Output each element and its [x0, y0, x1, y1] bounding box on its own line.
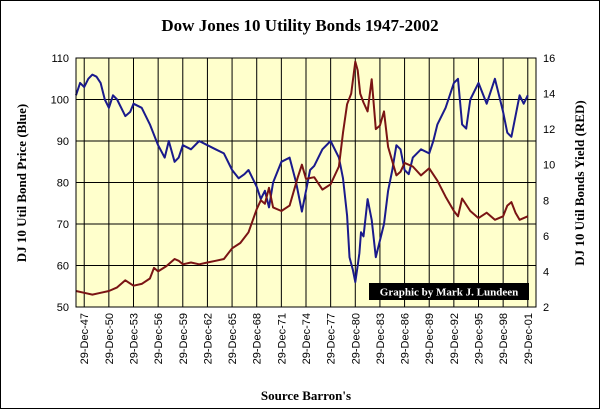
right-tick-label: 12 [543, 124, 555, 136]
right-tick-label: 10 [543, 160, 555, 172]
plot-border [75, 57, 537, 308]
x-tick-label: 29-Dec-50 [104, 313, 116, 364]
left-tick-label: 90 [57, 136, 69, 148]
x-tick-label: 29-Dec-74 [301, 313, 313, 364]
x-tick-label: 29-Dec-92 [449, 313, 461, 364]
chart-title: Dow Jones 10 Utility Bonds 1947-2002 [161, 16, 438, 35]
right-tick-label: 16 [543, 53, 555, 65]
right-tick-label: 2 [543, 302, 549, 314]
x-tick-label: 29-Dec-53 [129, 313, 141, 364]
series-line-yield [75, 60, 529, 296]
right-axis-title: DJ 10 Util Bonds Yield (RED) [572, 100, 587, 266]
right-tick-label: 14 [543, 89, 555, 101]
x-tick-label: 29-Dec-47 [79, 313, 91, 364]
x-tick-label: 29-Dec-89 [424, 313, 436, 364]
x-axis-title: Source Barron's [261, 388, 351, 403]
x-tick-label: 29-Dec-86 [400, 313, 412, 364]
left-axis-ticks: 50 60 70 80 90 100 110 [51, 53, 69, 314]
left-tick-label: 80 [57, 178, 69, 190]
grid [76, 58, 536, 307]
left-tick-label: 100 [51, 95, 69, 107]
x-tick-label: 29-Dec-95 [474, 313, 486, 364]
left-tick-label: 60 [57, 261, 69, 273]
right-tick-label: 6 [543, 231, 549, 243]
x-tick-label: 29-Dec-71 [276, 313, 288, 364]
left-tick-label: 50 [57, 302, 69, 314]
x-axis-ticks: 29-Dec-47 29-Dec-50 29-Dec-53 29-Dec-56 29-D… [79, 313, 535, 364]
right-axis-ticks: 2 4 6 8 10 12 14 16 [543, 53, 555, 314]
series-layer [75, 60, 529, 296]
x-tick-label: 29-Dec-77 [326, 313, 338, 364]
x-tick-label: 29-Dec-65 [227, 313, 239, 364]
series-line-price [75, 73, 529, 284]
right-tick-label: 8 [543, 195, 549, 207]
x-tick-label: 29-Dec-80 [350, 313, 362, 364]
x-tick-label: 29-Dec-83 [375, 313, 387, 364]
x-tick-label: 29-Dec-98 [498, 313, 510, 364]
x-tick-label: 29-Dec-56 [153, 313, 165, 364]
x-tick-label: 29-Dec-01 [523, 313, 535, 364]
right-tick-label: 4 [543, 266, 549, 278]
x-tick-label: 29-Dec-59 [178, 313, 190, 364]
x-tick-label: 29-Dec-62 [202, 313, 214, 364]
left-tick-label: 70 [57, 219, 69, 231]
x-tick-label: 29-Dec-68 [252, 313, 264, 364]
credit-box [369, 283, 529, 300]
left-axis-title: DJ 10 Util Bond Price (Blue) [14, 104, 29, 263]
left-tick-label: 110 [51, 53, 69, 65]
credit-label: Graphic by Mark J. Lundeen [380, 287, 518, 299]
